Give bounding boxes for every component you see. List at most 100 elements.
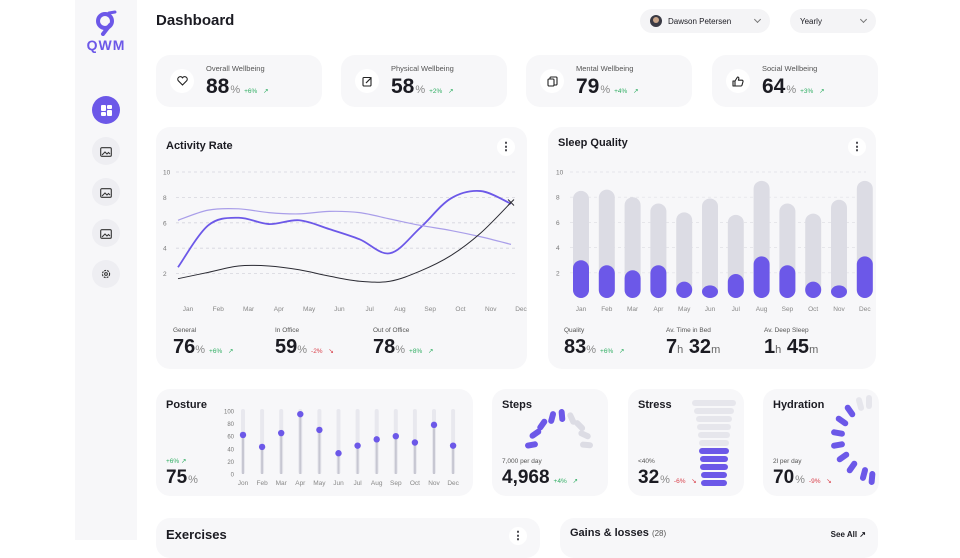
bar-value	[779, 265, 796, 298]
stat-label: Social Wellbeing	[762, 64, 818, 73]
stress-value: 32% -6% ↘	[638, 467, 697, 488]
card-title: Hydration	[773, 399, 825, 411]
posture-delta: +6% ↗	[166, 458, 187, 465]
bar-background	[831, 199, 847, 298]
period-dropdown[interactable]: Yearly	[790, 9, 876, 33]
sidebar-item-dashboard[interactable]	[92, 96, 120, 124]
x-tick-label: Sep	[390, 480, 402, 487]
metric-out-of-office: Out of Office 78% +8% ↗	[373, 327, 434, 358]
more-menu-button[interactable]: ⋮	[497, 138, 515, 156]
stat-card-overall: Overall Wellbeing 88% +6% ↗	[156, 55, 322, 107]
stat-delta: +6%	[244, 88, 258, 95]
user-dropdown[interactable]: Dawson Petersen	[640, 9, 770, 33]
stat-card-social: Social Wellbeing 64% +3% ↗	[712, 55, 878, 107]
stat-value: 79% +4% ↗	[576, 75, 639, 98]
x-tick-label: Mar	[627, 306, 639, 313]
y-tick-label: 0	[231, 473, 235, 479]
posture-value: 75%	[166, 467, 198, 488]
steps-value: 4,968 +4% ↗	[502, 467, 579, 488]
x-tick-label: Apr	[295, 480, 306, 487]
lollipop-dot	[335, 450, 342, 457]
y-tick-label: 40	[227, 447, 234, 453]
y-tick-label: 10	[556, 170, 564, 177]
sidebar-item-settings[interactable]	[92, 260, 120, 288]
y-tick-label: 4	[556, 245, 560, 252]
edit-icon	[355, 69, 379, 93]
lollipop-dot	[239, 431, 247, 439]
sidebar-item-folder-3[interactable]	[92, 219, 120, 247]
see-all-link[interactable]: See All ↗	[830, 530, 866, 539]
bar-background	[676, 212, 693, 298]
y-tick-label: 8	[556, 195, 560, 202]
heart-icon	[170, 69, 194, 93]
stat-card-physical: Physical Wellbeing 58% +2% ↗	[341, 55, 507, 107]
posture-card: Posture +6% ↗ 75% 0 20 40 60 80 100 Jon Feb Mar A…	[156, 389, 473, 496]
logo-text: QWM	[86, 37, 126, 53]
stat-value: 88% +6% ↗	[206, 75, 269, 98]
x-tick-label: Jul	[353, 480, 362, 487]
bar-value	[573, 260, 589, 298]
lollipop-dot	[430, 421, 438, 429]
activity-line-chart: 2 4 6 8 10 Jan Feb Mar Apr May Jun Jul Aug Sep Oct Nov D…	[163, 170, 527, 314]
y-tick-label: 80	[227, 422, 234, 428]
stat-card-mental: Mental Wellbeing 79% +4% ↗	[526, 55, 692, 107]
bar-background	[702, 198, 718, 298]
x-tick-label: Dec	[515, 306, 527, 313]
x-tick-label: Feb	[601, 306, 613, 313]
logo-icon	[96, 10, 117, 36]
bar-value	[676, 281, 693, 298]
card-title: Activity Rate	[166, 140, 233, 152]
lollipop-dot	[373, 436, 380, 443]
card-title: Exercises	[166, 527, 227, 542]
steps-goal: 7,000 per day	[502, 458, 542, 465]
lollipop-dot	[297, 410, 304, 418]
thumbs-up-icon	[726, 69, 750, 93]
image-folder-icon	[100, 228, 112, 239]
metric-general: General 76% +6% ↗	[173, 327, 234, 358]
x-tick-label: Jul	[732, 306, 741, 313]
x-tick-label: Jun	[334, 306, 345, 313]
stress-threshold: <40%	[638, 458, 655, 465]
sidebar-item-folder-1[interactable]	[92, 137, 120, 165]
x-tick-label: Jun	[333, 480, 344, 487]
x-tick-label: Dec	[447, 480, 459, 487]
x-tick-label: Feb	[213, 306, 225, 313]
x-tick-label: May	[313, 480, 326, 487]
series-line	[177, 207, 512, 245]
bar-value	[727, 274, 744, 298]
card-title: Posture	[166, 399, 207, 411]
app: QWM	[75, 0, 878, 542]
sidebar: QWM	[75, 0, 137, 540]
image-folder-icon	[100, 146, 112, 157]
more-menu-button[interactable]: ⋮	[509, 527, 527, 545]
series-line	[177, 189, 512, 268]
period-label: Yearly	[800, 16, 822, 26]
sidebar-item-folder-2[interactable]	[92, 178, 120, 206]
x-tick-label: Mar	[276, 480, 288, 487]
image-folder-icon	[100, 187, 112, 198]
steps-card: Steps 7,000 per day 4,968 +4% ↗	[492, 389, 608, 496]
user-name: Dawson Petersen	[668, 16, 732, 26]
x-tick-label: Sep	[424, 306, 436, 313]
end-marker	[507, 199, 515, 206]
x-tick-label: Aug	[371, 480, 383, 487]
x-tick-label: May	[678, 306, 691, 313]
copy-icon	[540, 69, 564, 93]
x-tick-label: Feb	[256, 480, 268, 487]
y-tick-label: 6	[556, 220, 560, 227]
chevron-down-icon	[859, 15, 868, 24]
lollipop-dot	[449, 442, 457, 449]
bar-value	[831, 285, 847, 298]
metric-deep-sleep: Av. Deep Sleep 1h 45m	[764, 327, 819, 358]
logo[interactable]: QWM	[75, 10, 137, 53]
more-menu-button[interactable]: ⋮	[848, 138, 866, 156]
stat-label: Overall Wellbeing	[206, 64, 265, 73]
x-tick-label: Oct	[455, 306, 465, 313]
hydration-value: 70% -9% ↘	[773, 467, 832, 488]
bar-value	[753, 256, 770, 298]
series-line	[177, 202, 512, 283]
x-tick-label: Apr	[274, 306, 285, 313]
stat-delta: +4%	[614, 88, 628, 95]
lollipop-dot	[258, 443, 266, 451]
card-title: Stress	[638, 399, 672, 411]
